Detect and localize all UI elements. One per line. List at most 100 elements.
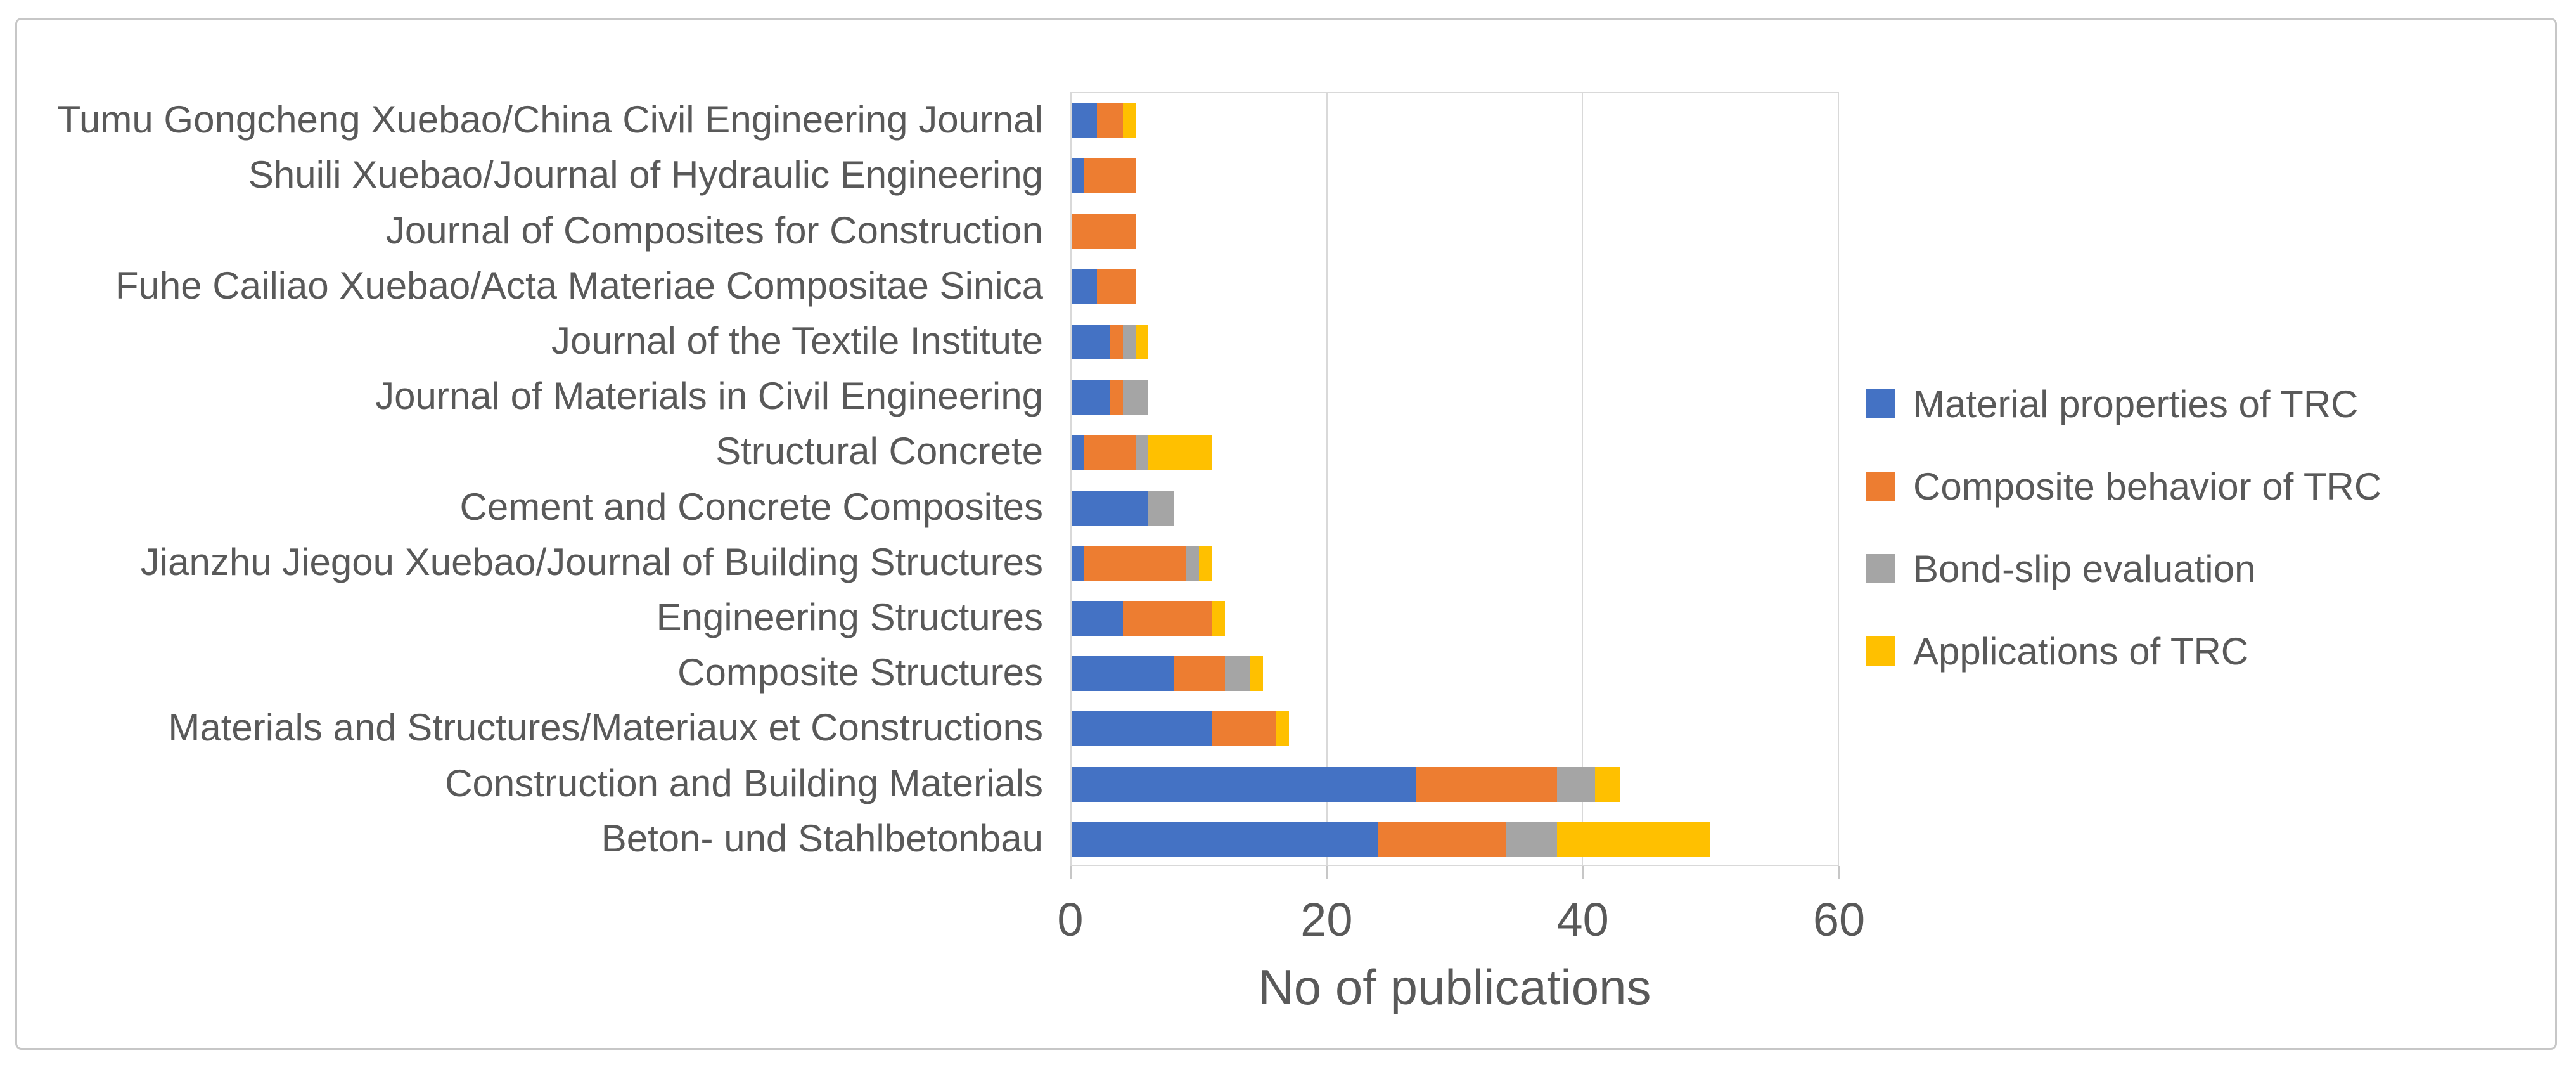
bar-segment (1084, 545, 1187, 581)
category-label: Journal of Composites for Construction (385, 209, 1043, 252)
bar-segment (1084, 435, 1136, 470)
bar-segment (1556, 766, 1596, 802)
bar-stack (1072, 435, 1838, 470)
bar-segment (1072, 269, 1098, 304)
bar-segment (1072, 158, 1085, 194)
bar-segment (1072, 380, 1110, 415)
bar-segment (1072, 103, 1098, 139)
bar-stack (1072, 711, 1838, 747)
legend-label: Bond-slip evaluation (1913, 547, 2256, 590)
bar-segment (1072, 656, 1174, 692)
category-label: Cement and Concrete Composites (459, 485, 1043, 528)
bar-segment (1097, 269, 1136, 304)
category-label: Beton- und Stahlbetonbau (601, 817, 1043, 860)
bar-segment (1224, 656, 1251, 692)
bar-segment (1072, 711, 1212, 747)
category-label: Fuhe Cailiao Xuebao/Acta Materiae Compos… (115, 264, 1043, 307)
bar-row (1072, 812, 1838, 867)
bar-row (1072, 701, 1838, 756)
bar-segment (1072, 766, 1417, 802)
axis-tick (1326, 866, 1328, 879)
gridline (1326, 93, 1328, 865)
bar-segment (1135, 324, 1148, 359)
legend-item: Composite behavior of TRC (1866, 445, 2381, 527)
category-label: Structural Concrete (715, 430, 1043, 473)
bar-row (1072, 481, 1838, 536)
bar-row (1072, 148, 1838, 203)
bar-row (1072, 425, 1838, 480)
category-label: Construction and Building Materials (445, 761, 1043, 804)
bar-segment (1097, 103, 1123, 139)
bar-row (1072, 536, 1838, 591)
legend: Material properties of TRC Composite beha… (1866, 363, 2381, 692)
bar-segment (1110, 324, 1123, 359)
bar-stack (1072, 103, 1838, 139)
bar-row (1072, 591, 1838, 646)
category-label: Shuili Xuebao/Journal of Hydraulic Engin… (248, 153, 1043, 197)
bar-segment (1072, 435, 1085, 470)
bar-segment (1122, 380, 1148, 415)
axis-tick (1582, 866, 1584, 879)
bar-segment (1212, 601, 1225, 636)
bar-segment (1595, 766, 1621, 802)
bar-row (1072, 646, 1838, 701)
bar-segment (1199, 545, 1212, 581)
bar-segment (1072, 601, 1123, 636)
bar-segment (1084, 158, 1136, 194)
bar-segment (1122, 601, 1212, 636)
bar-segment (1072, 490, 1148, 526)
category-label: Jianzhu Jiegou Xuebao/Journal of Buildin… (140, 540, 1043, 583)
legend-swatch-icon (1866, 554, 1895, 583)
plot-area (1070, 92, 1839, 866)
bar-row (1072, 314, 1838, 370)
bar-row (1072, 259, 1838, 314)
bar-segment (1072, 324, 1110, 359)
legend-item: Applications of TRC (1866, 610, 2381, 692)
category-label: Tumu Gongcheng Xuebao/China Civil Engine… (57, 98, 1043, 141)
bar-row (1072, 370, 1838, 425)
bar-stack (1072, 269, 1838, 304)
bar-segment (1506, 822, 1557, 857)
x-tick-label: 0 (1057, 893, 1084, 946)
bar-segment (1416, 766, 1557, 802)
bar-segment (1378, 822, 1506, 857)
bar-stack (1072, 214, 1838, 249)
bar-segment (1135, 435, 1148, 470)
bar-row (1072, 93, 1838, 148)
category-labels: Tumu Gongcheng Xuebao/China Civil Engine… (0, 92, 1043, 866)
legend-label: Applications of TRC (1913, 630, 2249, 673)
category-label: Composite Structures (677, 651, 1043, 694)
bar-stack (1072, 766, 1838, 802)
axis-tick (1070, 866, 1072, 879)
legend-swatch-icon (1866, 472, 1895, 501)
bar-segment (1212, 711, 1276, 747)
bar-stack (1072, 324, 1838, 359)
category-label: Journal of Materials in Civil Engineerin… (375, 375, 1043, 418)
legend-swatch-icon (1866, 389, 1895, 418)
bar-stack (1072, 380, 1838, 415)
bar-stack (1072, 822, 1838, 857)
category-label: Materials and Structures/Materiaux et Co… (168, 706, 1043, 749)
axis-tick (1838, 866, 1840, 879)
legend-item: Bond-slip evaluation (1866, 527, 2381, 610)
gridline (1581, 93, 1583, 865)
bar-row (1072, 203, 1838, 259)
bar-segment (1556, 822, 1710, 857)
bar-segment (1072, 822, 1378, 857)
bar-segment (1148, 435, 1212, 470)
category-label: Journal of the Textile Institute (551, 319, 1043, 362)
x-tick-label: 20 (1300, 893, 1353, 946)
legend-label: Composite behavior of TRC (1913, 465, 2382, 508)
bar-segment (1174, 656, 1225, 692)
x-axis-title: No of publications (1258, 959, 1651, 1015)
bar-segment (1276, 711, 1289, 747)
bar-row (1072, 757, 1838, 812)
bar-stack (1072, 490, 1838, 526)
bar-segment (1148, 490, 1174, 526)
bar-rows (1072, 93, 1838, 865)
legend-swatch-icon (1866, 636, 1895, 666)
x-tick-label: 60 (1812, 893, 1866, 946)
bar-segment (1110, 380, 1123, 415)
x-tick-label: 40 (1556, 893, 1609, 946)
